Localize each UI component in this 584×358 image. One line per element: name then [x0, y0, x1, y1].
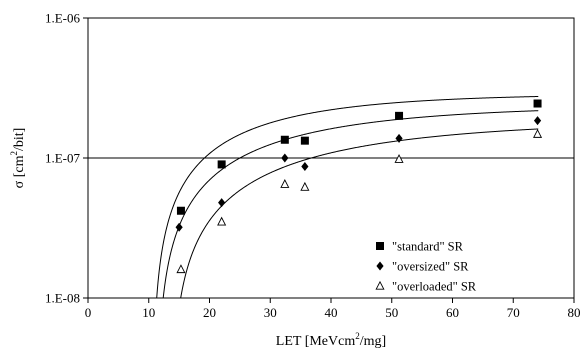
- x-tick-label: 20: [203, 305, 216, 320]
- data-point: [176, 206, 185, 215]
- data-point: [300, 181, 310, 191]
- data-point: [394, 154, 404, 163]
- data-point: [301, 161, 309, 171]
- x-axis-title-superscript: 2: [355, 331, 360, 341]
- y-axis-title-superscript: 2: [9, 151, 19, 156]
- x-tick-label: 10: [142, 305, 155, 320]
- x-tick-label: 40: [325, 305, 338, 320]
- x-tick-label: 60: [446, 305, 459, 320]
- fit-curve: [156, 95, 539, 299]
- y-tick-label: 1.E-07: [45, 151, 81, 166]
- data-point: [280, 179, 290, 188]
- data-point: [175, 222, 183, 232]
- data-point: [533, 128, 543, 138]
- data-point: [176, 264, 186, 274]
- fit-curve: [180, 128, 539, 299]
- x-tick-label: 80: [568, 305, 581, 320]
- y-tick-label: 1.E-08: [45, 291, 80, 306]
- data-point: [280, 135, 289, 144]
- data-point: [217, 160, 226, 169]
- legend-marker: [375, 280, 385, 290]
- legend-label: "oversized" SR: [392, 260, 469, 274]
- data-point: [533, 116, 542, 126]
- x-tick-label: 50: [385, 305, 398, 320]
- legend-label: "overloaded" SR: [392, 280, 477, 294]
- x-tick-label: 0: [85, 305, 92, 320]
- legend-label: "standard" SR: [392, 240, 464, 254]
- data-point: [395, 111, 404, 120]
- data-point: [300, 136, 309, 145]
- x-tick-label: 30: [264, 305, 277, 320]
- legend-marker: [376, 242, 384, 250]
- data-point: [217, 216, 227, 226]
- x-axis-title: LET [MeVcm2/mg]: [276, 331, 386, 349]
- data-point: [533, 99, 542, 108]
- legend: "standard" SR "oversized" SR "overloaded" …: [375, 240, 477, 294]
- y-tick-label: 1.E-06: [45, 11, 81, 26]
- legend-marker: [376, 261, 384, 271]
- data-point: [218, 198, 226, 208]
- data-point: [395, 133, 403, 143]
- data-point: [281, 153, 289, 163]
- x-tick-label: 70: [507, 305, 520, 320]
- y-axis-title: σ [cm2/bit]: [9, 128, 27, 189]
